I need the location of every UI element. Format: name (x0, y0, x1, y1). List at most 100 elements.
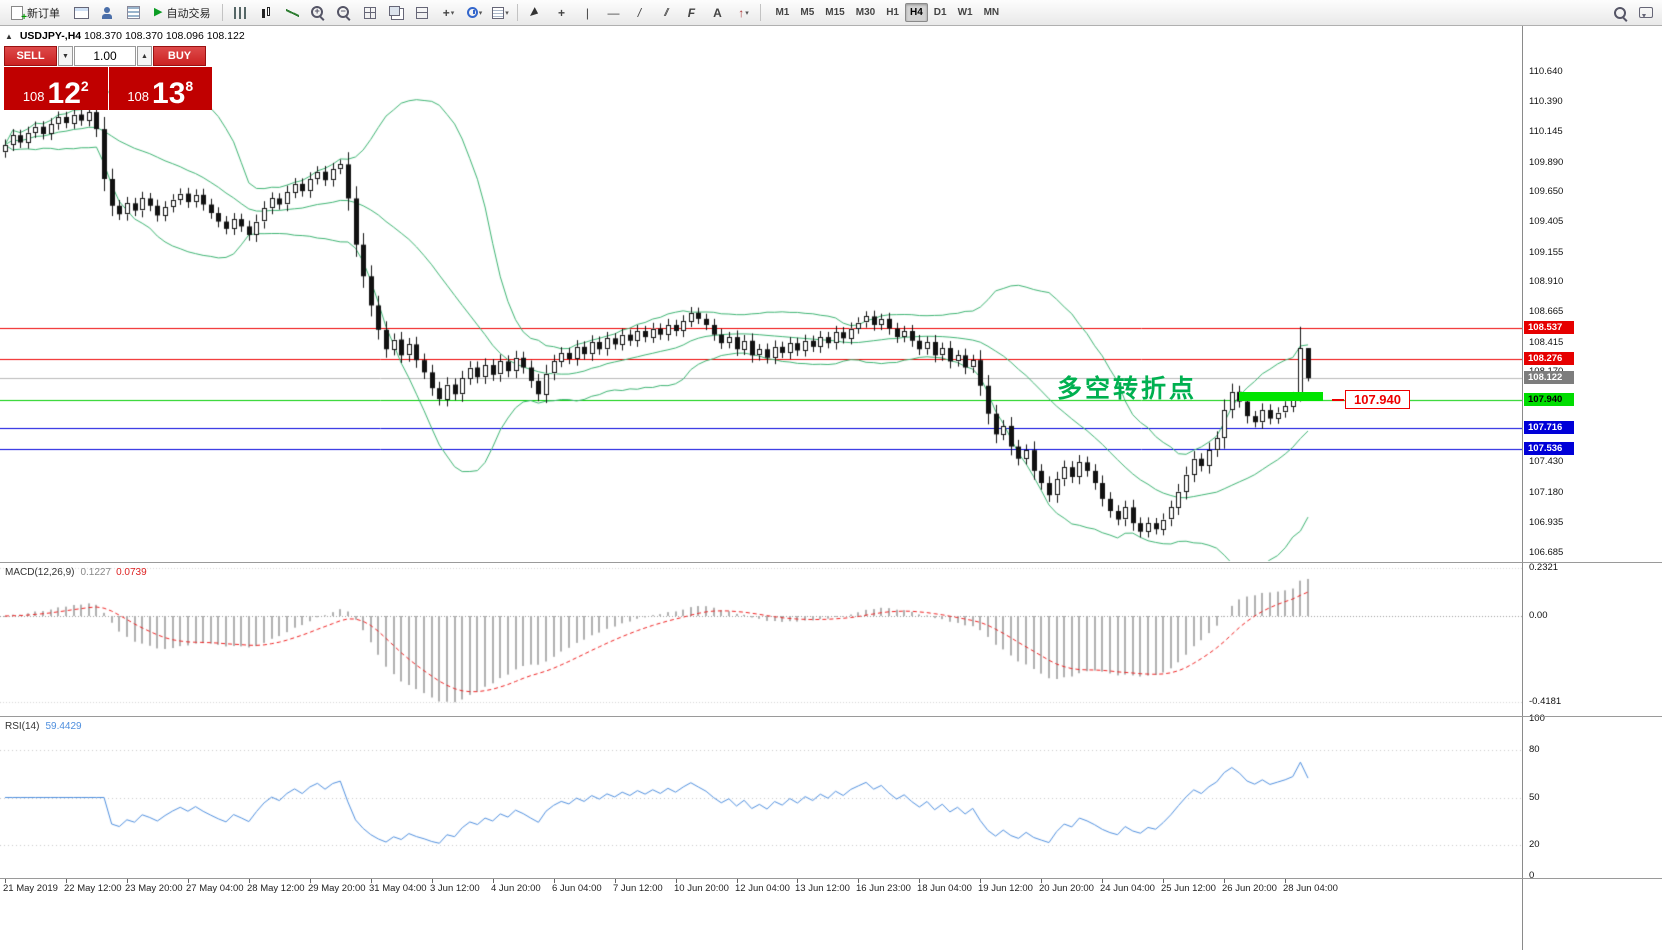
volume-decrease-button[interactable]: ▼ (58, 46, 73, 66)
horizontal-line-icon: — (607, 5, 620, 20)
indicators-button[interactable]: + ▾ (436, 1, 460, 24)
rsi-axis-label: 0 (1529, 870, 1535, 881)
trendline-icon: / (637, 5, 642, 20)
chart-annotation-text[interactable]: 多空转折点 (1057, 375, 1198, 403)
time-axis-tick (432, 879, 433, 883)
vertical-line-tool-button[interactable]: | (575, 1, 599, 24)
time-axis-label: 6 Jun 04:00 (552, 883, 602, 894)
support-price-callout[interactable]: 107.940 (1332, 390, 1410, 409)
callout-tick (1332, 399, 1344, 401)
sell-button[interactable]: SELL (4, 46, 57, 66)
cursor-tool-button[interactable] (523, 1, 547, 24)
timeframe-m15-button[interactable]: M15 (820, 3, 849, 22)
macd-axis-label: 0.2321 (1529, 562, 1559, 574)
trendline-tool-button[interactable]: / (627, 1, 651, 24)
time-axis-label: 28 May 12:00 (247, 883, 305, 894)
time-axis: 21 May 2019 22 May 12:00 23 May 20:00 27 Ma… (0, 878, 1522, 900)
timeframe-d1-button[interactable]: D1 (929, 3, 952, 22)
time-axis-tick (676, 879, 677, 883)
callout-text: 107.940 (1354, 392, 1401, 407)
tile-windows-button[interactable] (358, 1, 382, 24)
buy-button[interactable]: BUY (153, 46, 206, 66)
timeframe-m1-button[interactable]: M1 (770, 3, 794, 22)
timeframe-m30-button[interactable]: M30 (851, 3, 880, 22)
clock-icon (466, 7, 478, 18)
text-tool-button[interactable]: A (705, 1, 729, 24)
fibonacci-icon: F (687, 5, 696, 20)
timeframe-group: M1 M5 M15 M30 H1 H4 D1 W1 MN (770, 3, 1004, 22)
timeframe-h1-button[interactable]: H1 (881, 3, 904, 22)
price-axis-label: 110.145 (1529, 126, 1563, 138)
profiles-button[interactable] (95, 1, 119, 24)
chart-canvas[interactable] (0, 26, 1522, 878)
periods-caret-icon: ▾ (478, 9, 483, 17)
bar-chart-mode-button[interactable] (228, 1, 252, 24)
bar-open-value: 108.370 (84, 30, 123, 42)
bar-high-value: 108.370 (124, 30, 163, 42)
macd-label: MACD(12,26,9) 0.1227 0.0739 (5, 567, 147, 578)
text-icon: A (713, 5, 722, 20)
time-axis-tick (1102, 879, 1103, 883)
one-click-panel-toggle-icon[interactable]: ▲ (5, 32, 13, 41)
tile-horizontal-button[interactable] (410, 1, 434, 24)
autotrading-label: 自动交易 (166, 7, 211, 20)
timeframe-mn-button[interactable]: MN (979, 3, 1005, 22)
bid-price-button[interactable]: 108 12 2 (4, 67, 108, 110)
cascade-windows-button[interactable] (384, 1, 408, 24)
price-axis-label: 109.890 (1529, 157, 1564, 169)
toolbar-separator (760, 4, 762, 21)
templates-button[interactable]: ▾ (488, 1, 512, 24)
time-axis-label: 16 Jun 23:00 (856, 883, 911, 894)
time-axis-tick (980, 879, 981, 883)
price-axis-label: 109.650 (1529, 186, 1564, 198)
toolbar-separator (517, 4, 519, 21)
macd-panel-separator[interactable] (0, 562, 1662, 563)
new-order-label: 新订单 (27, 7, 60, 20)
candlestick-mode-button[interactable] (254, 1, 278, 24)
cursor-icon (530, 6, 541, 19)
bar-chart-icon (234, 6, 247, 19)
time-axis-label: 24 Jun 04:00 (1100, 883, 1155, 894)
highlight-rectangle[interactable] (1239, 392, 1323, 401)
price-axis-label: 106.935 (1529, 516, 1564, 528)
line-chart-mode-button[interactable] (280, 1, 304, 24)
time-axis-label: 10 Jun 20:00 (674, 883, 729, 894)
rsi-panel-separator[interactable] (0, 716, 1662, 717)
horizontal-line-tool-button[interactable]: — (601, 1, 625, 24)
chat-button[interactable] (1634, 1, 1658, 24)
bar-close-value: 108.122 (206, 30, 245, 42)
time-axis-tick (188, 879, 189, 883)
crosshair-tool-button[interactable]: + (549, 1, 573, 24)
timeframe-h4-button[interactable]: H4 (904, 3, 928, 22)
volume-increase-button[interactable]: ▲ (137, 46, 152, 66)
timeframe-m5-button[interactable]: M5 (795, 3, 819, 22)
ask-price-button[interactable]: 108 13 8 (108, 67, 212, 110)
arrows-tool-button[interactable]: ↑ ▾ (731, 1, 755, 24)
time-axis-tick (615, 879, 616, 883)
price-tag-red: 108.537 (1524, 320, 1574, 334)
periods-button[interactable]: ▾ (462, 1, 486, 24)
new-chart-button[interactable] (69, 1, 93, 24)
template-icon (492, 6, 505, 19)
new-order-button[interactable]: 新订单 (4, 2, 67, 23)
time-axis-label: 18 Jun 04:00 (917, 883, 972, 894)
fibonacci-tool-button[interactable]: F (679, 1, 703, 24)
macd-main-value: 0.1227 (80, 567, 112, 578)
price-axis-label: 108.665 (1529, 306, 1564, 318)
timeframe-w1-button[interactable]: W1 (953, 3, 978, 22)
autotrading-button[interactable]: ▶ 自动交易 (147, 2, 217, 23)
rsi-axis-label: 20 (1529, 838, 1540, 850)
channel-tool-button[interactable]: // (653, 1, 677, 24)
time-axis-separator (0, 878, 1662, 879)
time-axis-tick (737, 879, 738, 883)
zoom-in-button[interactable]: + (306, 1, 330, 24)
market-watch-button[interactable] (121, 1, 145, 24)
volume-input[interactable] (74, 46, 136, 66)
arrow-icon: ↑ (738, 5, 745, 20)
line-chart-icon (285, 6, 299, 19)
search-button[interactable] (1608, 1, 1632, 24)
time-axis-tick (1285, 879, 1286, 883)
list-icon (126, 6, 140, 19)
zoom-out-button[interactable]: − (332, 1, 356, 24)
